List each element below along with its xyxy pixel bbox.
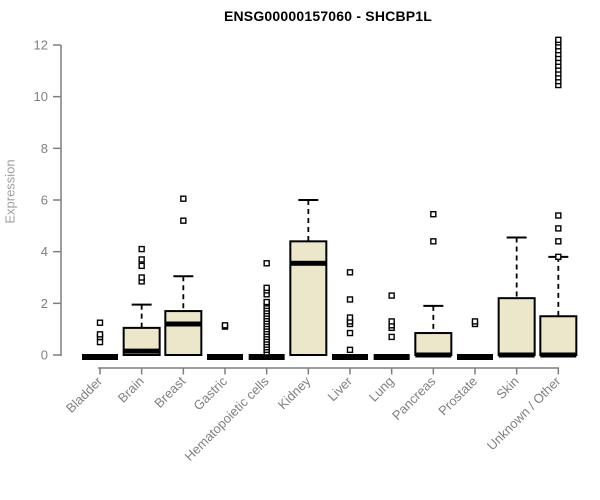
collapsed-box-median <box>373 354 410 360</box>
outlier-point <box>430 238 437 245</box>
x-tick-label: Brain <box>115 374 147 406</box>
outlier-point <box>263 298 270 306</box>
outlier-point <box>263 284 270 292</box>
outlier-point <box>555 225 562 232</box>
box <box>164 310 203 357</box>
box <box>414 332 453 356</box>
x-tick-label: Pancreas <box>389 373 439 423</box>
outlier-point <box>263 260 270 267</box>
outlier-point <box>221 322 229 329</box>
outlier-point <box>346 296 354 303</box>
collapsed-box-median <box>206 354 243 360</box>
outlier-point <box>555 238 562 245</box>
outlier-point <box>346 346 354 354</box>
median-line <box>540 352 577 358</box>
outlier-point <box>555 253 562 261</box>
x-tick-label: Liver <box>325 373 356 404</box>
median-line <box>290 260 327 266</box>
outlier-point <box>388 292 395 299</box>
box <box>289 240 328 356</box>
collapsed-box-median <box>82 354 118 360</box>
box <box>539 315 578 356</box>
x-tick-label: Kidney <box>275 373 314 412</box>
outlier-point <box>180 195 187 202</box>
outlier-point <box>180 217 187 224</box>
outlier-point <box>96 338 104 346</box>
y-tick-label: 12 <box>34 38 48 53</box>
collapsed-box-median <box>331 354 368 360</box>
outlier-point <box>138 256 145 263</box>
x-tick-label: Unknown / Other <box>484 373 564 453</box>
collapsed-box-median <box>456 354 493 360</box>
outlier-point <box>430 211 437 218</box>
y-tick-label: 4 <box>41 244 48 259</box>
y-tick-label: 0 <box>41 348 48 363</box>
median-line <box>123 348 160 354</box>
outlier-point <box>388 333 395 341</box>
outlier-point <box>471 318 479 325</box>
y-tick-label: 2 <box>41 296 48 311</box>
outlier-point <box>555 36 562 44</box>
chart-title: ENSG00000157060 - SHCBP1L <box>223 8 433 24</box>
outlier-point <box>555 212 562 219</box>
outlier-point <box>138 262 145 270</box>
outlier-point <box>96 331 104 338</box>
median-line <box>415 352 452 358</box>
x-tick-label: Gastric <box>190 373 230 413</box>
y-tick-label: 6 <box>41 193 48 208</box>
outlier-point <box>346 314 354 321</box>
outlier-point <box>346 329 354 337</box>
box <box>497 297 536 356</box>
x-tick-label: Skin <box>493 374 521 402</box>
x-tick-label: Breast <box>151 373 188 410</box>
outlier-point <box>138 274 145 281</box>
outlier-point <box>138 245 145 253</box>
x-tick-label: Lung <box>366 374 397 405</box>
outlier-point <box>346 269 354 276</box>
outlier-point <box>96 319 104 326</box>
y-tick-label: 10 <box>34 89 48 104</box>
x-tick-label: Bladder <box>63 373 106 416</box>
collapsed-box-median <box>248 354 285 360</box>
median-line <box>498 352 535 358</box>
x-tick-label: Prostate <box>435 374 480 419</box>
y-tick-label: 8 <box>41 141 48 156</box>
median-line <box>165 321 202 327</box>
outlier-point <box>388 318 395 325</box>
